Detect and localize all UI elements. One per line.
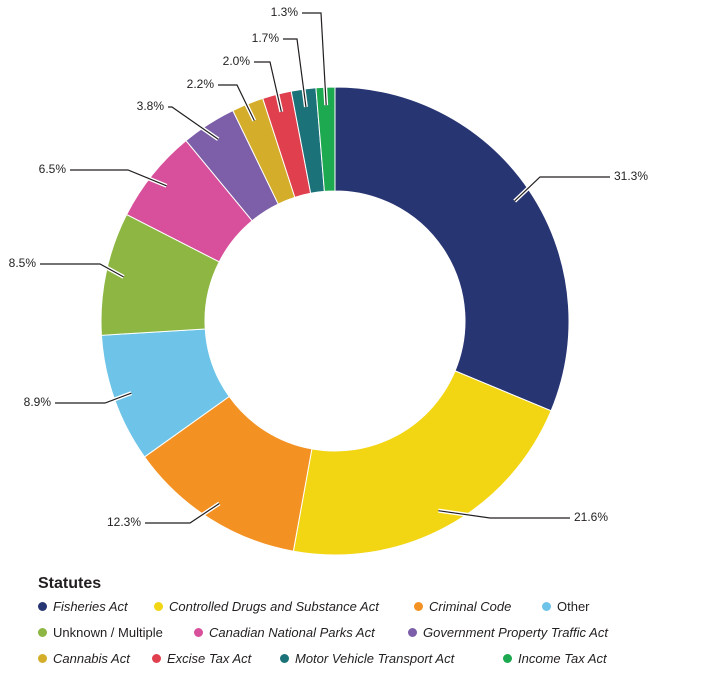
legend-label: Fisheries Act: [53, 599, 128, 614]
legend-swatch: [194, 628, 203, 637]
data-label: 3.8%: [137, 99, 165, 113]
legend-item: Income Tax Act: [503, 651, 607, 666]
legend-swatch: [542, 602, 551, 611]
data-label: 6.5%: [39, 162, 67, 176]
legend-item: Other: [542, 599, 590, 614]
leader-line: [514, 176, 610, 202]
legend-label: Income Tax Act: [518, 651, 607, 666]
legend-label: Controlled Drugs and Substance Act: [169, 599, 379, 614]
leader-line: [70, 169, 167, 187]
data-label: 8.5%: [9, 256, 37, 270]
legend-item: Cannabis Act: [38, 651, 130, 666]
data-label: 1.3%: [271, 5, 299, 19]
legend-swatch: [503, 654, 512, 663]
leader-line: [283, 38, 307, 108]
data-label: 21.6%: [574, 510, 608, 524]
legend-label: Unknown / Multiple: [53, 625, 163, 640]
legend-item: Excise Tax Act: [152, 651, 251, 666]
data-label: 8.9%: [24, 395, 52, 409]
legend-item: Criminal Code: [414, 599, 511, 614]
legend-items: Fisheries Act Controlled Drugs and Substa…: [38, 599, 698, 679]
legend-item: Controlled Drugs and Substance Act: [154, 599, 379, 614]
legend-label: Cannabis Act: [53, 651, 130, 666]
slice-controlled-drugs-and-substance-act: [292, 370, 552, 556]
legend-label: Excise Tax Act: [167, 651, 252, 666]
data-label: 2.2%: [187, 77, 215, 91]
legend-swatch: [152, 654, 161, 663]
data-label: 1.7%: [252, 31, 280, 45]
leader-line: [168, 106, 219, 140]
leader-line: [145, 502, 220, 524]
leader-line: [438, 510, 570, 519]
legend-swatch: [414, 602, 423, 611]
legend-item: Motor Vehicle Transport Act: [280, 651, 454, 666]
legend-swatch: [154, 602, 163, 611]
legend-label: Canadian National Parks Act: [209, 625, 375, 640]
leader-line: [254, 61, 282, 112]
legend-swatch: [38, 628, 47, 637]
legend-swatch: [280, 654, 289, 663]
slice-fisheries-act: [334, 86, 570, 412]
legend-item: Unknown / Multiple: [38, 625, 163, 640]
data-label: 12.3%: [107, 515, 141, 529]
slice-income-tax-act: [315, 86, 336, 192]
data-label: 2.0%: [223, 54, 251, 68]
legend-item: Government Property Traffic Act: [408, 625, 608, 640]
legend-swatch: [38, 602, 47, 611]
legend: Statutes Fisheries Act Controlled Drugs a…: [38, 575, 698, 679]
leader-line: [218, 84, 255, 121]
legend-title: Statutes: [38, 575, 102, 592]
legend-label: Motor Vehicle Transport Act: [295, 651, 455, 666]
legend-label: Government Property Traffic Act: [423, 625, 608, 640]
legend-item: Canadian National Parks Act: [194, 625, 375, 640]
leader-line: [40, 263, 124, 278]
leader-line: [302, 12, 327, 106]
legend-swatch: [408, 628, 417, 637]
legend-label: Criminal Code: [429, 599, 512, 614]
legend-swatch: [38, 654, 47, 663]
leader-line: [55, 392, 132, 404]
legend-item: Fisheries Act: [38, 599, 128, 614]
legend-label: Other: [557, 599, 590, 614]
data-label: 31.3%: [614, 169, 648, 183]
donut-chart: 31.3%21.6%12.3%8.9%8.5%6.5%3.8%2.2%2.0%1…: [9, 5, 648, 556]
